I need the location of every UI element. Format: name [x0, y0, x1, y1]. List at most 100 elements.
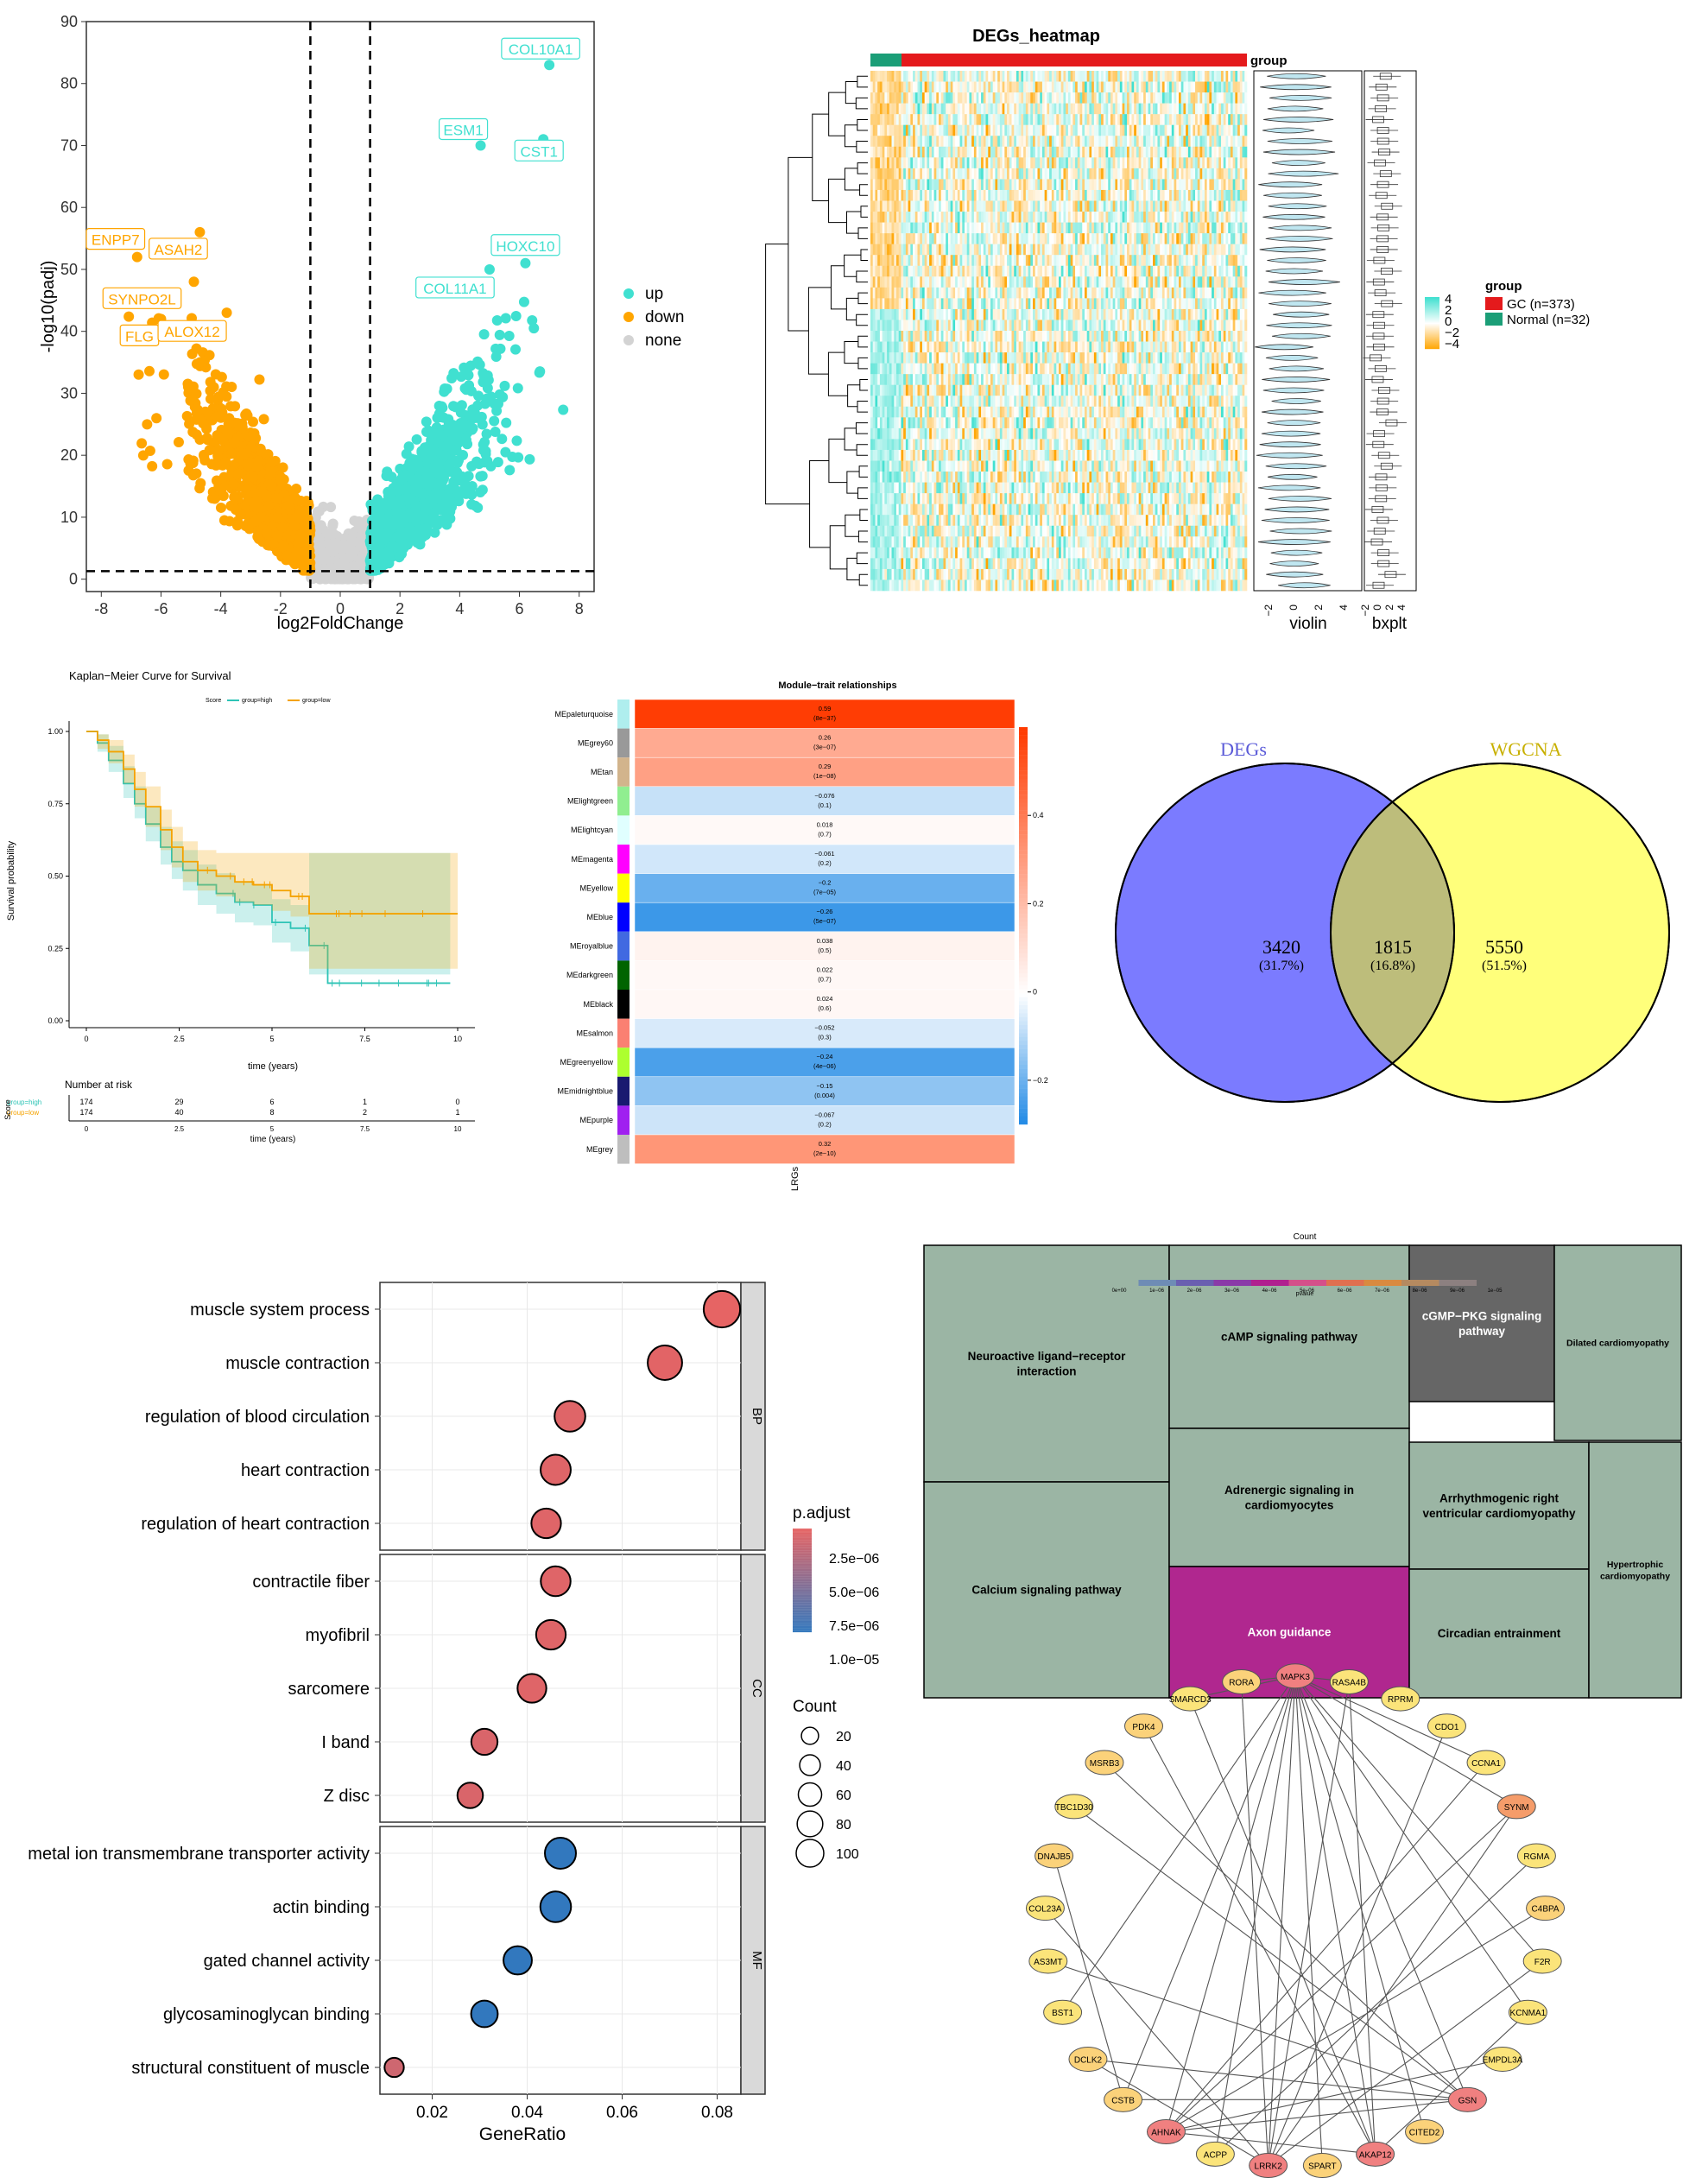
volcano-legend-label: up — [645, 285, 663, 303]
heatmap-cell — [1108, 81, 1111, 93]
heatmap-cell — [1122, 71, 1125, 82]
volcano-point-down — [250, 487, 261, 498]
heatmap-cell — [1002, 92, 1005, 104]
heatmap-cell — [901, 114, 904, 126]
heatmap-cell — [1204, 114, 1207, 126]
heatmap-cell — [1098, 81, 1102, 93]
heatmap-cell — [898, 71, 902, 82]
volcano-plot: COL10A1ESM1CST1HOXC10COL11A1ENPP7ASAH2SY… — [39, 13, 684, 633]
heatmap-cell — [1174, 92, 1177, 104]
volcano-point-down — [218, 434, 229, 446]
heatmap-cell — [1044, 71, 1047, 82]
heatmap-cell — [1204, 71, 1207, 82]
heatmap-cell — [910, 71, 914, 82]
heatmap-cell — [1063, 92, 1066, 104]
heatmap-cell — [1228, 71, 1231, 82]
heatmap-cell — [1186, 103, 1189, 115]
volcano-point-up — [478, 377, 489, 388]
volcano-point-down — [255, 443, 266, 454]
volcano-gene-label: HOXC10 — [496, 238, 554, 255]
heatmap-cell — [1204, 103, 1207, 115]
heatmap-cell — [940, 71, 944, 82]
heatmap-cell — [1178, 92, 1181, 104]
heatmap-cell — [971, 81, 975, 93]
volcano-point-up — [445, 506, 456, 517]
heatmap-cell — [1199, 81, 1203, 93]
volcano-point-down — [184, 418, 195, 429]
heatmap-cell — [1190, 92, 1193, 104]
volcano-point-none — [326, 502, 337, 513]
heatmap-cell — [1002, 81, 1005, 93]
dendrogram-branch — [844, 254, 861, 277]
heatmap-cell — [1239, 81, 1243, 93]
heatmap-cell — [872, 114, 876, 126]
heatmap-cell — [1030, 92, 1034, 104]
heatmap-cell — [1180, 92, 1184, 104]
heatmap-cell — [1141, 103, 1144, 115]
volcano-point-up — [503, 330, 515, 341]
heatmap-cell — [1124, 92, 1128, 104]
heatmap-cell — [1051, 103, 1054, 115]
heatmap-cell — [1145, 114, 1148, 126]
volcano-point-down — [212, 411, 223, 422]
heatmap-cell — [978, 92, 982, 104]
heatmap-cell — [1199, 114, 1203, 126]
heatmap-cell — [983, 103, 986, 115]
heatmap-cell — [1230, 92, 1233, 104]
volcano-point-up — [478, 329, 490, 340]
heatmap-cell — [1007, 71, 1010, 82]
heatmap-cell — [921, 71, 925, 82]
heatmap-cell — [1239, 71, 1243, 82]
heatmap-cell — [1089, 92, 1092, 104]
heatmap-cell — [1127, 81, 1130, 93]
heatmap-cell — [908, 103, 911, 115]
dendrogram-branch — [807, 287, 832, 375]
heatmap-cell — [971, 71, 975, 82]
heatmap-cell — [1183, 71, 1186, 82]
dendrogram-branch — [765, 244, 810, 505]
volcano-point-down — [215, 502, 226, 513]
heatmap-cell — [955, 114, 959, 126]
heatmap-cell — [999, 71, 1003, 82]
heatmap-cell — [969, 114, 972, 126]
heatmap-cell — [1072, 92, 1076, 104]
heatmap-cell — [1124, 103, 1128, 115]
heatmap-cell — [1089, 81, 1092, 93]
heatmap-cell — [1230, 103, 1233, 115]
volcano-point-up — [401, 539, 412, 550]
heatmap-cell — [995, 103, 998, 115]
heatmap-cell — [1028, 92, 1031, 104]
heatmap-cell — [1127, 114, 1130, 126]
heatmap-cell — [927, 92, 930, 104]
heatmap-cell — [1212, 71, 1215, 82]
heatmap-cell — [985, 81, 989, 93]
heatmap-cell — [1072, 114, 1076, 126]
heatmap-cell — [1136, 92, 1139, 104]
heatmap-cell — [1066, 114, 1069, 126]
heatmap-cell — [959, 92, 963, 104]
volcano-point-up — [422, 515, 433, 526]
heatmap-cell — [872, 81, 876, 93]
heatmap-cell — [1119, 92, 1123, 104]
volcano-point-down — [211, 475, 222, 486]
heatmap-cell — [1225, 71, 1229, 82]
heatmap-cell — [992, 114, 996, 126]
heatmap-cell — [882, 92, 885, 104]
heatmap-cell — [969, 81, 972, 93]
heatmap-cell — [1103, 92, 1106, 104]
heatmap-cell — [905, 92, 908, 104]
heatmap-cell — [1040, 92, 1043, 104]
heatmap-cell — [1209, 71, 1212, 82]
volcano-point-down — [275, 472, 287, 484]
volcano-point-down — [123, 311, 135, 322]
heatmap-cell — [943, 71, 946, 82]
heatmap-cell — [1232, 81, 1236, 93]
heatmap-cell — [1148, 114, 1151, 126]
heatmap-cell — [1180, 71, 1184, 82]
heatmap-cell — [1218, 92, 1222, 104]
heatmap-cell — [1096, 114, 1099, 126]
heatmap-cell — [920, 92, 923, 104]
heatmap-cell — [1040, 103, 1043, 115]
heatmap-cell — [882, 114, 885, 126]
heatmap-cell — [1015, 81, 1019, 93]
